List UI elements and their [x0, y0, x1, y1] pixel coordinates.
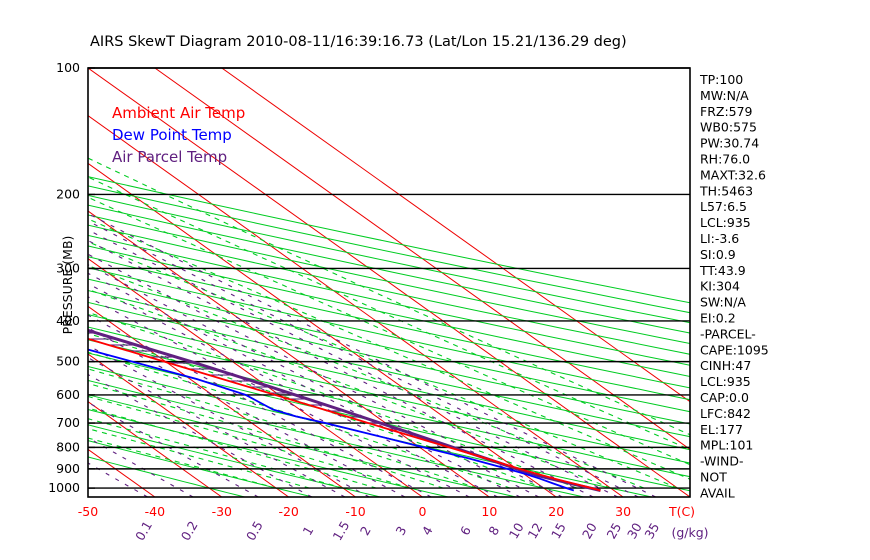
panel-row: SI:0.9: [700, 247, 736, 262]
panel-row: L57:6.5: [700, 199, 747, 214]
panel-row: TH:5463: [699, 183, 753, 198]
panel-row: CINH:47: [700, 358, 751, 373]
mixing-ratio-tick-label: 12: [525, 520, 546, 541]
panel-row: TT:43.9: [699, 263, 746, 278]
parameter-panel: TP:100MW:N/AFRZ:579WB0:575PW:30.74RH:76.…: [699, 72, 769, 500]
title-text: AIRS SkewT Diagram 2010-08-11/16:39:16.7…: [90, 34, 627, 50]
legend-item-3: Air Parcel Temp: [112, 148, 227, 166]
bottom-temp-tick-label: -20: [278, 504, 298, 519]
mixing-ratio-tick-label: 4: [419, 524, 436, 538]
mixing-ratio-tick-label: 0.2: [178, 518, 201, 543]
mixing-ratio-tick-label: 0.5: [243, 518, 266, 543]
mixing-ratio-tick-label: 35: [641, 520, 662, 541]
mixing-ratio-tick-label: 15: [548, 520, 569, 541]
pressure-tick-label: 700: [56, 415, 80, 430]
pressure-tick-label: 400: [56, 313, 80, 328]
panel-row: LI:-3.6: [700, 231, 739, 246]
mixing-ratio-tick-label: 1.5: [330, 518, 353, 543]
panel-row: AVAIL: [700, 485, 735, 500]
pressure-tick-label: 100: [56, 60, 80, 75]
panel-row: LFC:842: [700, 406, 751, 421]
mixing-ratio-axis-label: (g/kg): [671, 525, 708, 540]
mixing-ratio-tick-label: 3: [393, 524, 410, 538]
panel-row: FRZ:579: [700, 104, 753, 119]
panel-row: MPL:101: [700, 438, 753, 453]
pressure-tick-label: 200: [56, 186, 80, 201]
parcel-temp-curve: [88, 328, 601, 492]
bottom-temp-tick-label: 0: [418, 504, 426, 519]
bottom-temp-tick-label: 30: [615, 504, 631, 519]
bottom-temp-tick-label: -10: [345, 504, 365, 519]
panel-row: WB0:575: [700, 120, 757, 135]
panel-row: -PARCEL-: [700, 326, 756, 341]
legend-item-2: Dew Point Temp: [112, 126, 232, 144]
dewpoint-curve: [88, 348, 575, 492]
panel-row: KI:304: [700, 279, 740, 294]
panel-row: EL:177: [700, 422, 743, 437]
bottom-temp-tick-label: -50: [78, 504, 98, 519]
pressure-tick-label: 600: [56, 387, 80, 402]
panel-row: TP:100: [699, 72, 743, 87]
legend-item-1: Ambient Air Temp: [112, 104, 245, 122]
moist-adiabat-lines: [88, 157, 690, 489]
panel-row: RH:76.0: [700, 152, 750, 167]
pressure-tick-label: 1000: [48, 480, 80, 495]
panel-row: SW:N/A: [700, 295, 746, 310]
panel-row: MAXT:32.6: [700, 167, 766, 182]
bottom-temp-axis: -50 -40 -30 -20 -10 0 10 20 30 T(C): [78, 504, 695, 519]
temp-axis-label: T(C): [668, 504, 695, 519]
panel-row: LCL:935: [700, 215, 751, 230]
panel-row: -WIND-: [700, 454, 744, 469]
panel-row: NOT: [700, 470, 727, 485]
pressure-tick-label: 300: [56, 260, 80, 275]
pressure-axis: 100 200 300 400 500 600 700 800 900 1000 PRESSURE …: [48, 60, 95, 495]
mixing-ratio-tick-label: 10: [506, 520, 527, 541]
mixing-ratio-tick-label: 20: [579, 520, 600, 541]
pressure-tick-label: 500: [56, 354, 80, 369]
plot-frame: [87, 67, 691, 498]
mixing-ratio-tick-label: 6: [457, 524, 474, 538]
mixing-ratio-tick-label: 0.1: [132, 518, 155, 543]
pressure-tick-label: 800: [56, 439, 80, 454]
chart-title: AIRS SkewT Diagram 2010-08-11/16:39:16.7…: [90, 34, 627, 50]
panel-row: EI:0.2: [700, 311, 736, 326]
panel-row: CAPE:1095: [700, 342, 769, 357]
y-axis-label: PRESSURE (MB): [60, 236, 75, 335]
legend: Ambient Air Temp Dew Point Temp Air Parcel…: [112, 104, 245, 166]
ambient-temp-curve: [88, 337, 601, 492]
panel-row: MW:N/A: [700, 88, 749, 103]
bottom-temp-tick-label: 20: [548, 504, 564, 519]
mixing-ratio-tick-label: 1: [299, 524, 316, 538]
mixing-ratio-tick-label: 30: [624, 520, 645, 541]
bottom-temp-tick-label: 10: [481, 504, 497, 519]
panel-row: LCL:935: [700, 374, 751, 389]
panel-row: PW:30.74: [700, 136, 759, 151]
mixing-ratio-tick-label: 8: [485, 524, 502, 538]
mixing-ratio-tick-label: 25: [603, 520, 624, 541]
panel-row: CAP:0.0: [700, 390, 749, 405]
bottom-temp-tick-label: -30: [212, 504, 232, 519]
pressure-tick-label: 900: [56, 461, 80, 476]
bottom-temp-tick-label: -40: [145, 504, 165, 519]
mixing-ratio-tick-label: 2: [357, 524, 374, 538]
